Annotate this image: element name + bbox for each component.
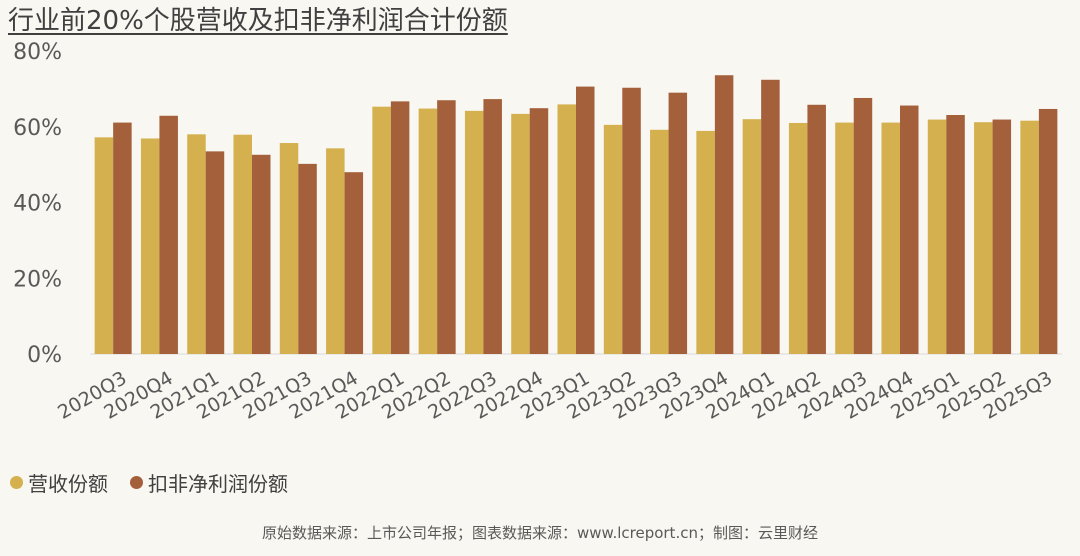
bar-profit	[992, 119, 1012, 354]
bar-profit	[205, 151, 225, 354]
legend-label-revenue: 营收份额	[28, 472, 108, 496]
bar-profit	[714, 75, 734, 355]
bar-profit	[113, 122, 132, 354]
bar-revenue	[140, 138, 160, 354]
bar-revenue	[279, 143, 299, 354]
bar-revenue	[511, 113, 530, 355]
y-tick-label: 0%	[27, 343, 62, 368]
legend-swatch-revenue	[10, 476, 23, 489]
bar-revenue	[974, 122, 993, 354]
bar-revenue	[881, 122, 900, 354]
bar-profit	[1038, 108, 1058, 354]
bar-profit	[668, 92, 688, 354]
legend-swatch-profit	[130, 476, 143, 489]
bar-profit	[622, 87, 641, 355]
bar-revenue	[326, 148, 345, 354]
bar-revenue	[464, 110, 484, 354]
x-axis: 2020Q32020Q42021Q12021Q22021Q32021Q42022…	[54, 367, 1056, 424]
bar-profit	[853, 97, 873, 354]
bar-revenue	[788, 122, 808, 355]
bar-profit	[761, 79, 780, 354]
bar-profit	[252, 154, 271, 354]
bar-revenue	[835, 122, 854, 354]
bar-profit	[483, 99, 502, 354]
bar-revenue	[742, 119, 762, 354]
y-tick-label: 20%	[13, 267, 62, 292]
bar-revenue	[187, 134, 206, 354]
bar-profit	[344, 172, 364, 354]
bar-revenue	[94, 137, 114, 354]
y-tick-label: 80%	[13, 40, 62, 65]
bar-revenue	[557, 104, 576, 355]
bar-revenue	[650, 129, 669, 354]
bar-revenue	[418, 108, 438, 354]
bar-profit	[159, 115, 178, 355]
source-note: 原始数据来源：上市公司年报；图表数据来源：www.lcreport.cn；制图：…	[262, 524, 818, 542]
bar-profit	[298, 163, 317, 354]
y-tick-label: 60%	[13, 116, 62, 141]
chart-title: 行业前20%个股营收及扣非净利润合计份额	[8, 6, 508, 36]
bar-revenue	[1020, 120, 1039, 354]
bar-profit	[529, 108, 549, 354]
bar-revenue	[696, 130, 715, 354]
bar-profit	[390, 101, 410, 355]
legend-item-revenue: 营收份额	[10, 468, 108, 497]
bar-profit	[437, 100, 456, 355]
legend: 营收份额 扣非净利润份额	[10, 468, 310, 497]
bar-profit	[900, 105, 919, 354]
chart-plot: 0% 20% 40% 60% 80% 2020Q32020Q42021Q12021Q22…	[13, 40, 1062, 424]
bars	[94, 75, 1058, 355]
y-tick-label: 40%	[13, 192, 62, 217]
bar-revenue	[927, 119, 947, 354]
bar-profit	[807, 104, 826, 354]
bar-revenue	[233, 134, 252, 354]
y-axis: 0% 20% 40% 60% 80%	[13, 40, 62, 368]
bar-revenue	[603, 124, 623, 354]
bar-profit	[576, 86, 595, 354]
legend-label-profit: 扣非净利润份额	[148, 472, 288, 496]
bar-revenue	[372, 106, 391, 355]
legend-item-profit: 扣非净利润份额	[130, 468, 288, 497]
bar-profit	[946, 115, 965, 354]
